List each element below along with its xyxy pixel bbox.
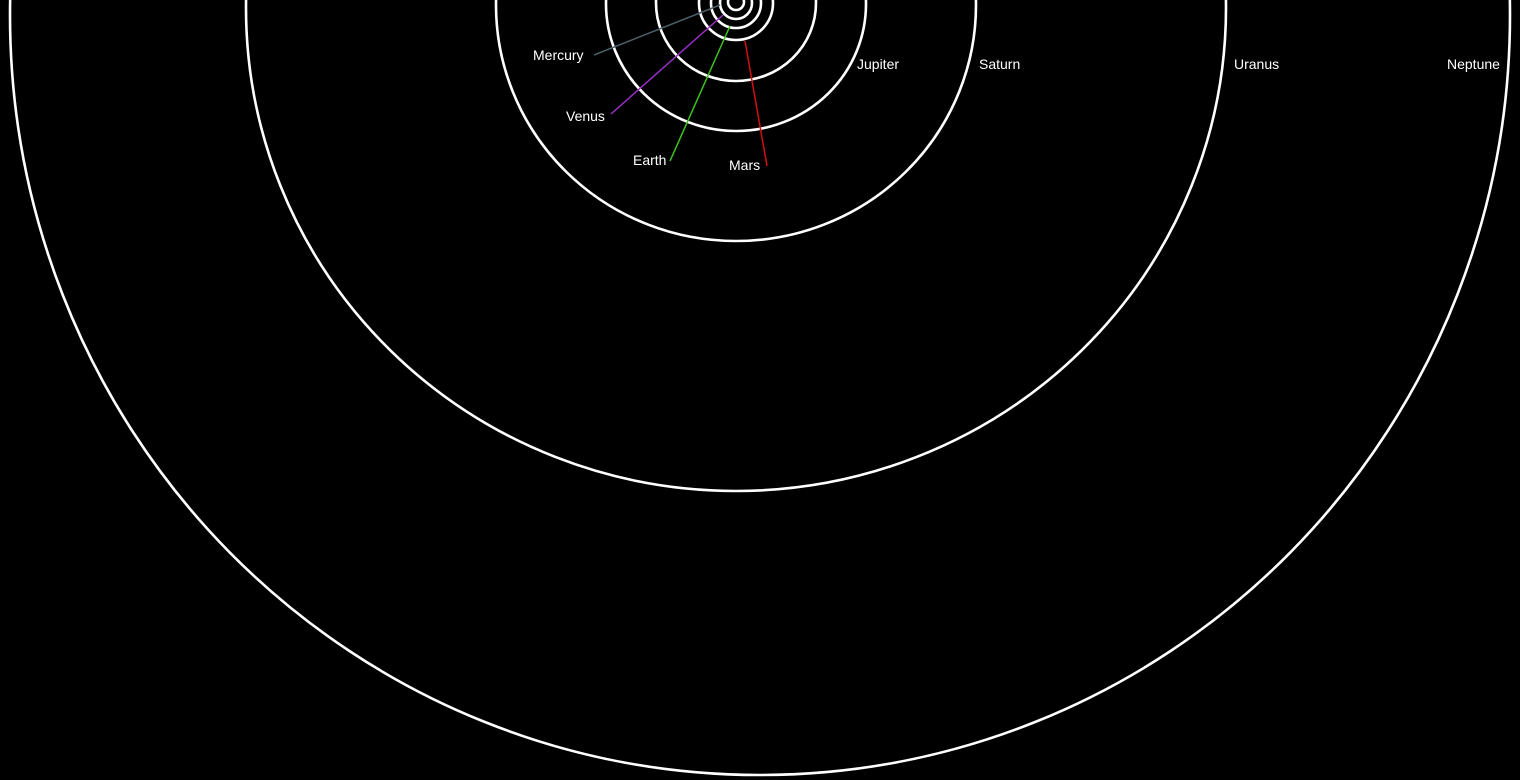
orbit-mercury <box>718 0 754 21</box>
orbit-earth <box>697 0 775 42</box>
leader-line-earth <box>669 25 731 162</box>
orbit-venus <box>709 0 763 30</box>
orbit-jupiter <box>604 0 868 133</box>
label-jupiter: Jupiter <box>857 56 899 72</box>
label-mars: Mars <box>729 157 760 173</box>
orbit-inner <box>726 0 746 12</box>
label-earth: Earth <box>633 152 666 168</box>
label-neptune: Neptune <box>1447 56 1500 72</box>
orbit-saturn <box>494 0 978 243</box>
label-uranus: Uranus <box>1234 56 1279 72</box>
orbit-uranus <box>244 0 1228 493</box>
leader-line-mars <box>744 40 768 167</box>
orbit-mars <box>654 0 818 83</box>
planet-labels: Mercury Venus Earth Mars Jupiter Saturn … <box>533 47 1500 173</box>
leader-line-mercury <box>593 4 721 56</box>
orbits <box>8 0 1512 777</box>
label-saturn: Saturn <box>979 56 1020 72</box>
label-mercury: Mercury <box>533 47 584 63</box>
leader-line-venus <box>610 14 724 115</box>
leader-lines <box>593 4 768 167</box>
label-venus: Venus <box>566 108 605 124</box>
orbit-neptune <box>8 0 1512 777</box>
